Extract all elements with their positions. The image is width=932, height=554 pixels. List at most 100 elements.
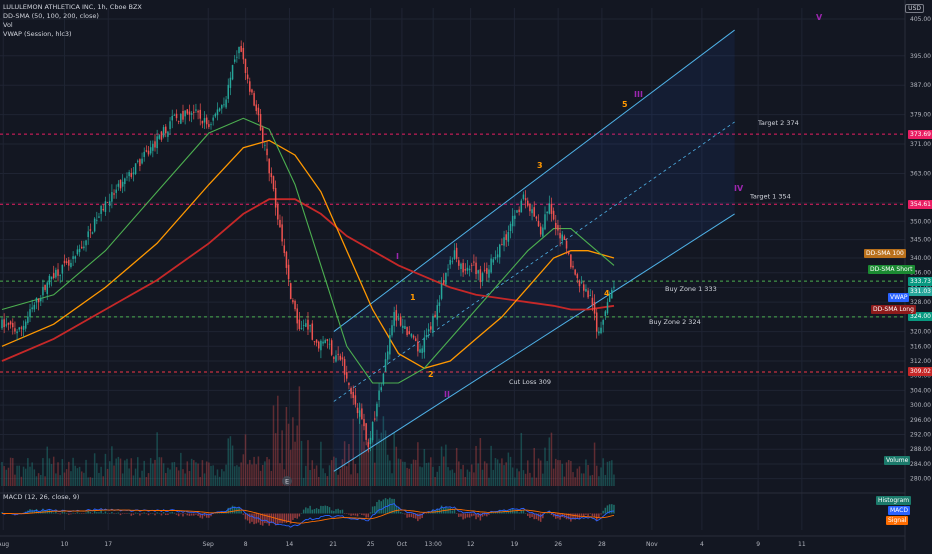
macd-legend[interactable]: MACD (12, 26, close, 9)	[3, 493, 80, 501]
candle-body	[399, 316, 402, 326]
vol-legend[interactable]: Vol	[3, 21, 13, 29]
volume-bar	[149, 458, 152, 486]
volume-bar	[261, 464, 264, 486]
macd-histogram-bar	[460, 513, 462, 517]
candle-body	[473, 261, 475, 263]
macd-histogram-bar	[550, 513, 553, 516]
candle-body	[335, 355, 337, 362]
macd-histogram-bar	[529, 513, 531, 518]
volume-bar	[294, 441, 296, 486]
macd-histogram-bar	[199, 513, 201, 518]
sma-legend[interactable]: DD-SMA (50, 100, 200, close)	[3, 12, 99, 20]
macd-histogram-bar	[567, 513, 570, 520]
volume-bar	[233, 466, 236, 486]
macd-histogram-bar	[587, 513, 589, 517]
candle-body	[423, 337, 426, 353]
candle-body	[550, 203, 553, 214]
buyzone1-label: Buy Zone 1 333	[665, 285, 717, 293]
volume-bar	[346, 466, 348, 486]
macd-histogram-bar	[423, 513, 426, 515]
macd-histogram-bar	[533, 513, 535, 520]
price-tick-label: 284.00	[910, 461, 931, 468]
time-tick-label: 4	[700, 541, 704, 548]
volume-bar	[382, 416, 385, 486]
candle-body	[80, 246, 83, 249]
candle-body	[277, 204, 279, 220]
volume-bar	[205, 461, 208, 486]
candle-body	[395, 310, 398, 321]
macd-histogram-bar	[259, 513, 262, 525]
candle-body	[294, 300, 296, 310]
histogram-tag: Histogram	[876, 496, 912, 505]
volume-bar	[613, 474, 615, 486]
volume-bar	[402, 461, 404, 486]
wave-label-V: V	[816, 13, 823, 22]
macd-histogram-bar	[85, 512, 87, 514]
volume-bar	[128, 468, 130, 486]
volume-bar	[442, 456, 445, 486]
symbol-title[interactable]: LULULEMON ATHLETICA INC, 1h, Cboe BZX	[3, 3, 142, 11]
volume-bar	[55, 473, 57, 486]
volume-bar	[113, 465, 115, 486]
volume-bar	[386, 454, 389, 486]
macd-histogram-bar	[264, 513, 266, 524]
cutloss-label: Cut Loss 309	[509, 378, 551, 386]
price-tick-label: 296.00	[910, 417, 931, 424]
candle-body	[458, 260, 460, 266]
candle-body	[31, 307, 33, 310]
candle-body	[488, 269, 490, 278]
macd-histogram-bar	[470, 513, 473, 517]
macd-histogram-bar	[266, 513, 268, 524]
volume-bar	[298, 386, 301, 486]
volume-bar	[322, 468, 324, 486]
volume-bar	[70, 471, 72, 486]
candle-body	[270, 173, 273, 178]
candle-body	[542, 227, 544, 237]
volume-bar	[358, 403, 361, 486]
candle-body	[22, 325, 25, 330]
candle-body	[475, 262, 477, 275]
volume-bar	[126, 458, 128, 486]
candle-body	[37, 298, 40, 303]
volume-bar	[371, 427, 374, 486]
price-tick-label: 328.00	[910, 299, 931, 306]
macd-histogram-bar	[432, 509, 434, 514]
macd-histogram-bar	[451, 510, 454, 514]
candle-body	[572, 265, 574, 268]
time-tick-label: 25	[367, 541, 375, 548]
candle-body	[386, 351, 389, 360]
volume-bar	[533, 447, 535, 486]
volume-bar	[83, 472, 85, 486]
candle-body	[216, 109, 219, 116]
volume-bar	[552, 468, 555, 486]
macd-histogram-bar	[281, 513, 283, 524]
volume-bar	[572, 472, 574, 486]
macd-histogram-bar	[391, 498, 393, 514]
candle-body	[430, 326, 432, 330]
time-tick-label: 14	[286, 541, 294, 548]
candle-body	[552, 210, 555, 220]
candle-body	[466, 267, 469, 271]
price-tick-label: 280.00	[910, 476, 931, 483]
volume-bar	[348, 443, 350, 486]
volume-bar	[563, 476, 566, 486]
vwap-legend[interactable]: VWAP (Session, hlc3)	[3, 30, 72, 38]
macd-histogram-bar	[613, 504, 615, 514]
currency-badge[interactable]: USD	[905, 4, 924, 13]
volume-bar	[419, 466, 421, 486]
macd-histogram-bar	[104, 511, 107, 514]
candle-body	[214, 113, 217, 117]
macd-histogram-bar	[374, 506, 376, 514]
volume-bar	[395, 446, 398, 486]
wave-label-1: 1	[410, 293, 416, 302]
channel-mid	[333, 121, 735, 402]
macd-histogram-bar	[598, 513, 600, 518]
candle-body	[492, 259, 495, 263]
volume-bar	[14, 474, 16, 486]
macd-histogram-bar	[447, 508, 449, 514]
volume-bar	[52, 456, 55, 486]
candle-body	[292, 300, 294, 303]
macd-histogram-bar	[102, 513, 105, 514]
